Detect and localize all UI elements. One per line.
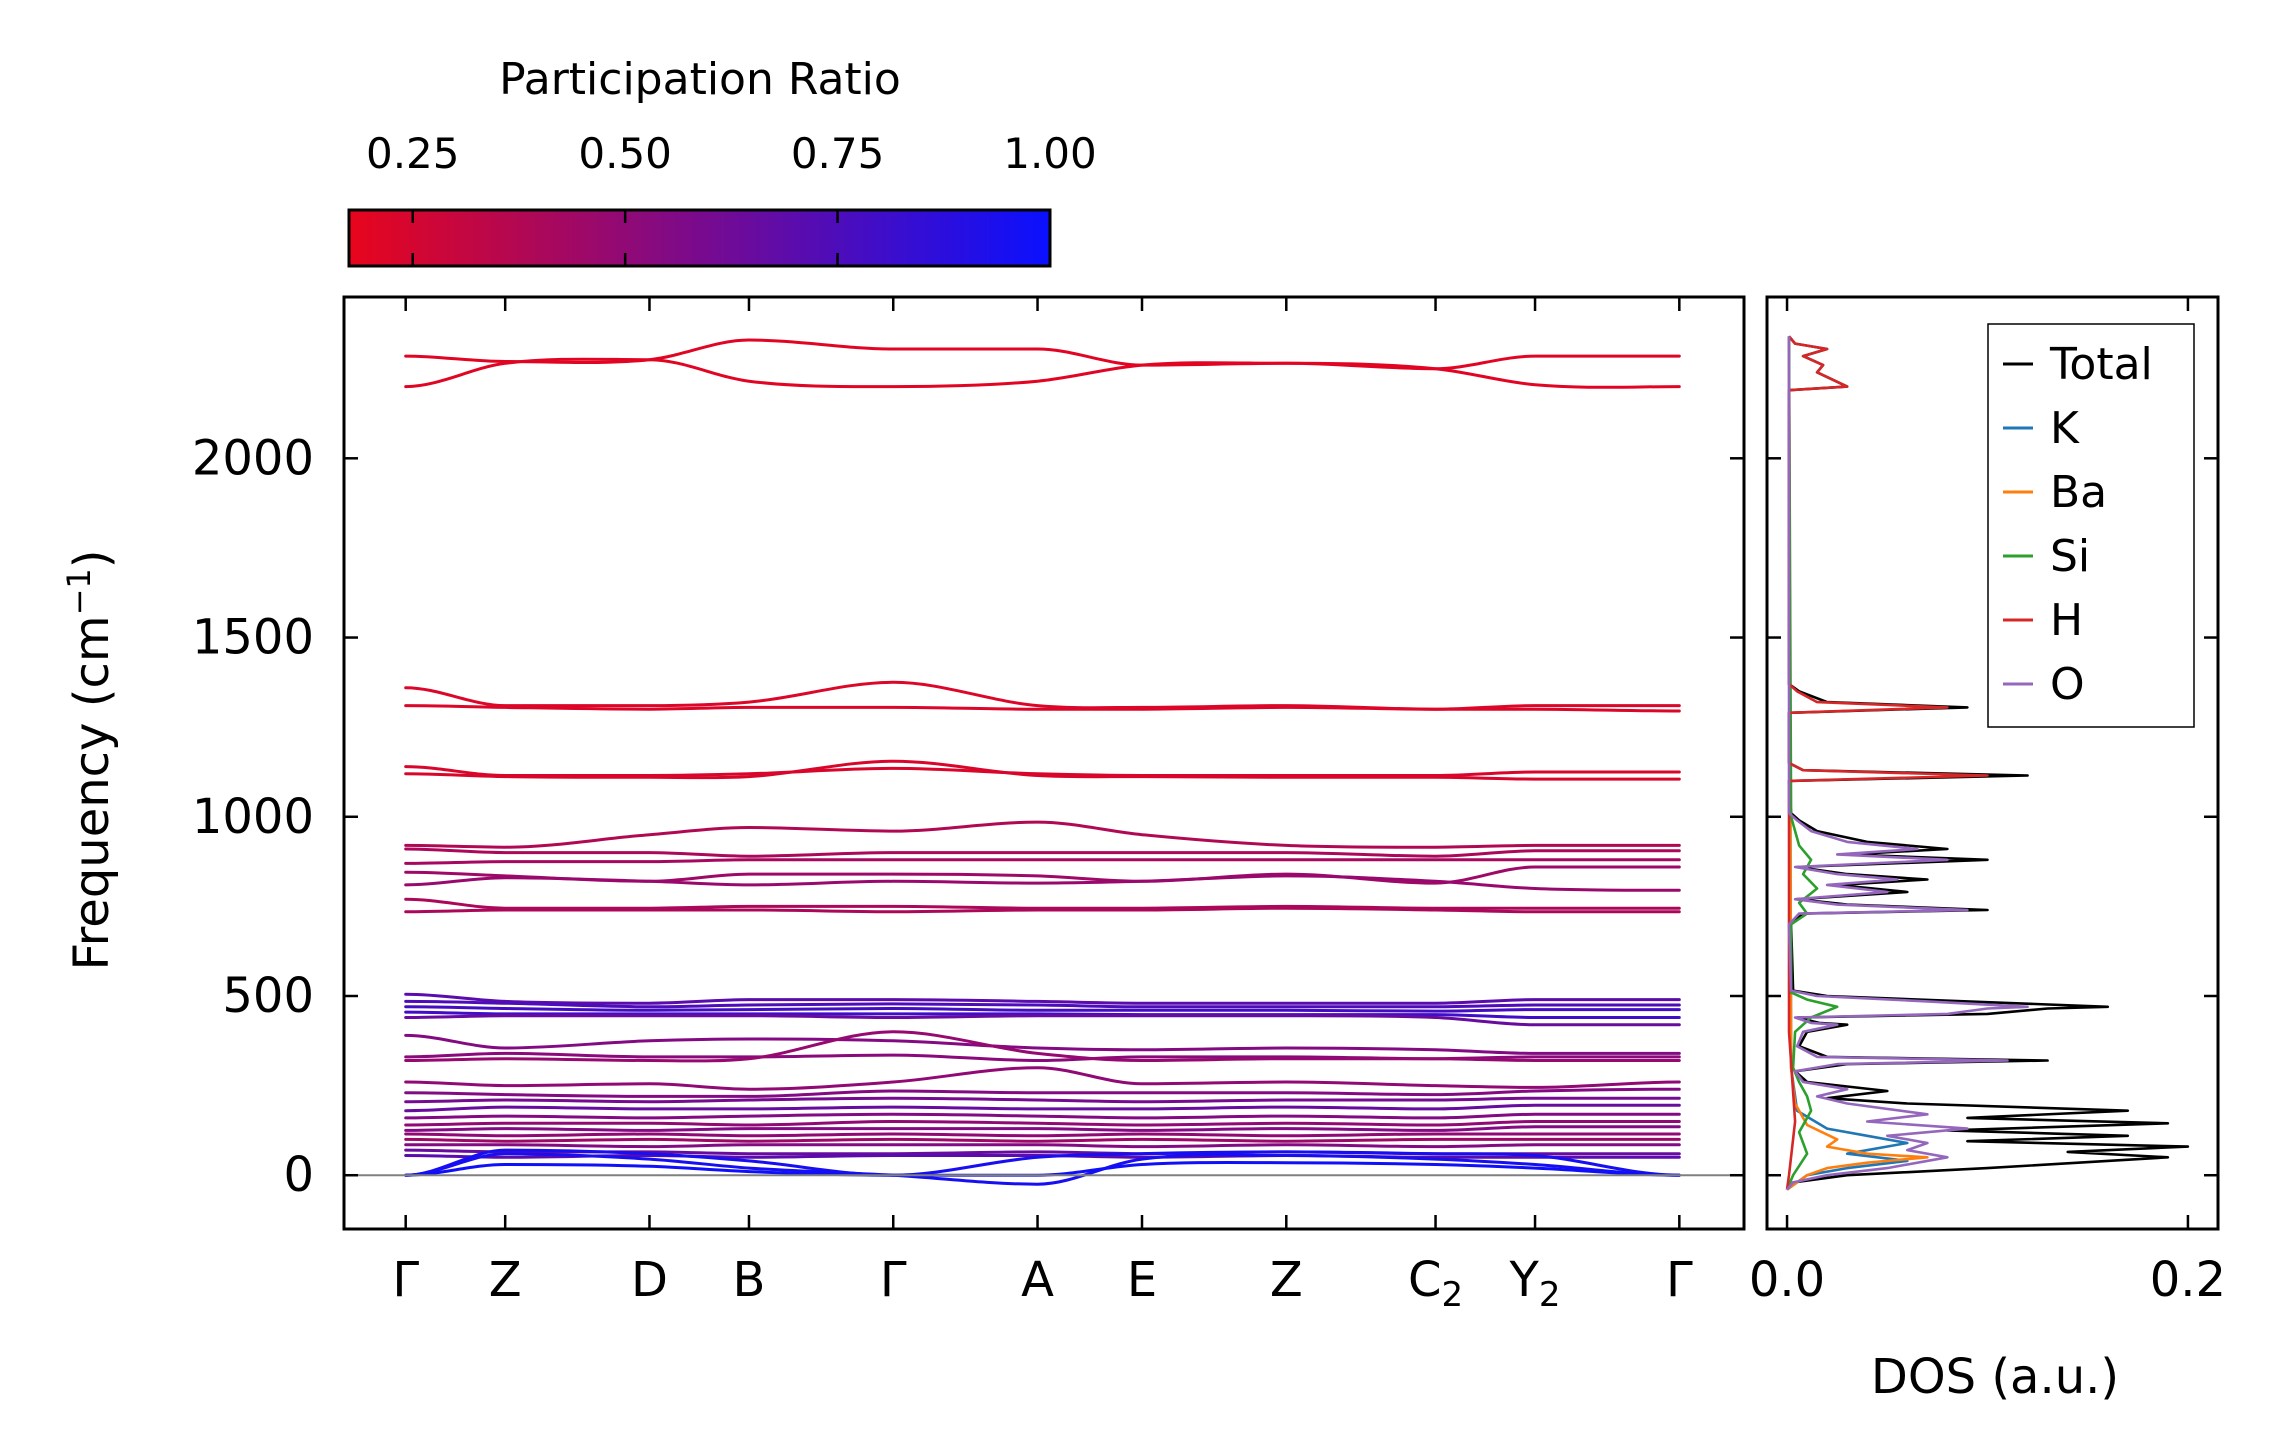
kpoint-label: E xyxy=(1127,1252,1157,1308)
band-band-26 xyxy=(404,1112,1681,1120)
band-band-28 xyxy=(404,1125,1681,1132)
kpoint-label-main: Γ xyxy=(392,1252,419,1308)
band-band-19 xyxy=(404,1033,1681,1055)
kpoint-label-main: B xyxy=(733,1252,766,1308)
legend-label: Total xyxy=(2049,339,2153,390)
kpoint-label-main: Γ xyxy=(1666,1252,1693,1308)
dos-axis-label: DOS (a.u.) xyxy=(1871,1349,2119,1405)
band-band-05 xyxy=(404,765,1681,778)
kpoint-label-main: Γ xyxy=(880,1252,907,1308)
band-band-18 xyxy=(404,1014,1681,1027)
kpoint-label: Γ xyxy=(392,1252,419,1308)
band-band-16 xyxy=(404,1005,1681,1013)
band-band-21 xyxy=(404,1030,1681,1063)
band-band-17 xyxy=(404,1010,1681,1020)
colorbar-tick-label: 0.25 xyxy=(366,129,460,178)
dos-tick-label: 0.2 xyxy=(2150,1252,2226,1308)
colorbar-tick-label: 1.00 xyxy=(1003,129,1097,178)
band-band-06 xyxy=(404,759,1681,781)
dos-plot: 0.0 0.2 DOS (a.u.) Total K Ba Si HO xyxy=(1749,295,2226,1405)
band-band-35 xyxy=(404,1152,1681,1186)
band-band-31 xyxy=(404,1143,1681,1149)
band-band-08 xyxy=(404,847,1681,858)
frequency-tick-label: 2000 xyxy=(192,430,314,486)
kpoint-label: D xyxy=(631,1252,668,1308)
kpoint-label-sub: 2 xyxy=(1539,1275,1561,1315)
band-lines xyxy=(404,338,1681,1186)
frequency-axis-label: Frequency (cm−1) xyxy=(60,549,120,970)
band-band-14 xyxy=(404,992,1681,1005)
kpoint-label: C2 xyxy=(1408,1252,1463,1315)
band-band-22 xyxy=(404,1066,1681,1091)
frequency-tick-label: 1500 xyxy=(192,610,314,666)
band-band-13 xyxy=(404,906,1681,914)
legend-label: O xyxy=(2050,659,2085,710)
kpoint-label-main: E xyxy=(1127,1252,1157,1308)
kpoint-label: Y2 xyxy=(1509,1252,1561,1315)
frequency-axis-label-main: Frequency (cm xyxy=(64,615,120,970)
legend-label: H xyxy=(2050,595,2083,646)
band-band-23 xyxy=(404,1087,1681,1098)
dos-curves xyxy=(1785,335,2190,1191)
dos-curve-k xyxy=(1786,336,1909,1191)
dos-axis: 0.0 0.2 xyxy=(1749,297,2226,1308)
band-band-01 xyxy=(404,338,1681,371)
high-symmetry-axis: Γ Z D B Γ A E Z C2 Y2 Γ xyxy=(392,297,1693,1315)
legend-label: K xyxy=(2050,403,2080,454)
colorbar-bar xyxy=(347,208,1052,268)
legend-label: Ba xyxy=(2050,467,2107,518)
dos-plot-frame xyxy=(1765,295,2220,1231)
band-band-34 xyxy=(404,1148,1681,1177)
frequency-axis-label-end: ) xyxy=(64,549,120,568)
band-band-12 xyxy=(404,897,1681,910)
kpoint-label-sub: 2 xyxy=(1441,1275,1463,1315)
dos-curve-o xyxy=(1786,336,2029,1191)
band-band-25 xyxy=(404,1103,1681,1113)
frequency-tick-label: 1000 xyxy=(192,789,314,845)
band-band-30 xyxy=(404,1137,1681,1143)
kpoint-label-main: D xyxy=(631,1252,668,1308)
kpoint-label: Γ xyxy=(880,1252,907,1308)
legend-frame xyxy=(1987,323,2195,728)
band-band-11 xyxy=(404,874,1681,892)
kpoint-label: Z xyxy=(489,1252,522,1308)
kpoint-label: Z xyxy=(1270,1252,1303,1308)
band-band-24 xyxy=(404,1096,1681,1104)
band-plot-frame xyxy=(342,295,1746,1231)
kpoint-label-main: A xyxy=(1021,1252,1054,1308)
band-band-15 xyxy=(404,999,1681,1009)
colorbar-ticks: 0.25 0.50 0.75 1.00 xyxy=(366,129,1097,266)
band-band-36 xyxy=(404,1161,1681,1177)
colorbar-tick-label: 0.50 xyxy=(578,129,672,178)
kpoint-label-main: C xyxy=(1408,1252,1442,1308)
band-band-07 xyxy=(404,820,1681,849)
band-band-29 xyxy=(404,1132,1681,1138)
band-band-03 xyxy=(404,680,1681,711)
colorbar: Participation Ratio 0.25 0.50 0.75 1.00 xyxy=(347,54,1097,268)
frequency-axis-label-sup: −1 xyxy=(60,568,98,615)
band-band-02 xyxy=(404,357,1681,389)
band-band-27 xyxy=(404,1119,1681,1127)
frequency-axis: 0 500 1000 1500 2000 xyxy=(192,430,1744,1203)
dos-curve-si xyxy=(1785,336,1839,1191)
band-band-04 xyxy=(404,704,1681,713)
kpoint-label: A xyxy=(1021,1252,1054,1308)
colorbar-title: Participation Ratio xyxy=(499,54,901,105)
legend-label: Si xyxy=(2050,531,2090,582)
kpoint-label: Γ xyxy=(1666,1252,1693,1308)
colorbar-tick-label: 0.75 xyxy=(791,129,885,178)
kpoint-label-main: Z xyxy=(489,1252,522,1308)
kpoint-label-main: Z xyxy=(1270,1252,1303,1308)
kpoint-label: B xyxy=(733,1252,766,1308)
frequency-tick-label: 500 xyxy=(222,968,314,1024)
dos-legend: Total K Ba Si HO xyxy=(1987,323,2195,728)
band-band-09 xyxy=(404,858,1681,865)
kpoint-label-main: Y xyxy=(1509,1252,1540,1308)
frequency-tick-label: 0 xyxy=(283,1147,314,1203)
dos-tick-label: 0.0 xyxy=(1749,1252,1825,1308)
